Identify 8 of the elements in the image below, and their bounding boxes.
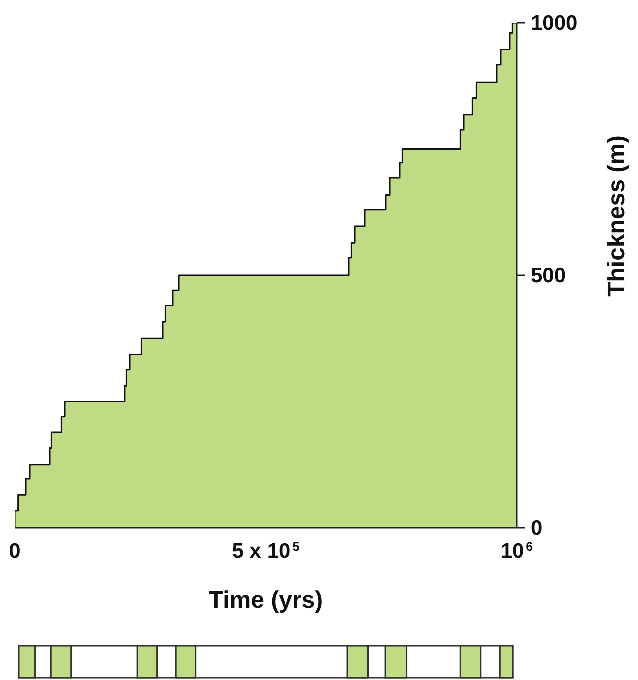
x-tick-label: 0 [9,540,21,563]
y-tick-label: 500 [531,264,566,288]
x-tick-label: 10$^{6}$ [500,540,534,563]
y-tick-label: 0 [531,517,543,540]
x-axis-title: Time (yrs) [208,587,324,614]
y-tick-label: 1000 [531,12,578,35]
y-axis-title: Thickness (m) [604,136,631,297]
x-tick-label: 5 x 10$^{5}$ [232,540,300,563]
